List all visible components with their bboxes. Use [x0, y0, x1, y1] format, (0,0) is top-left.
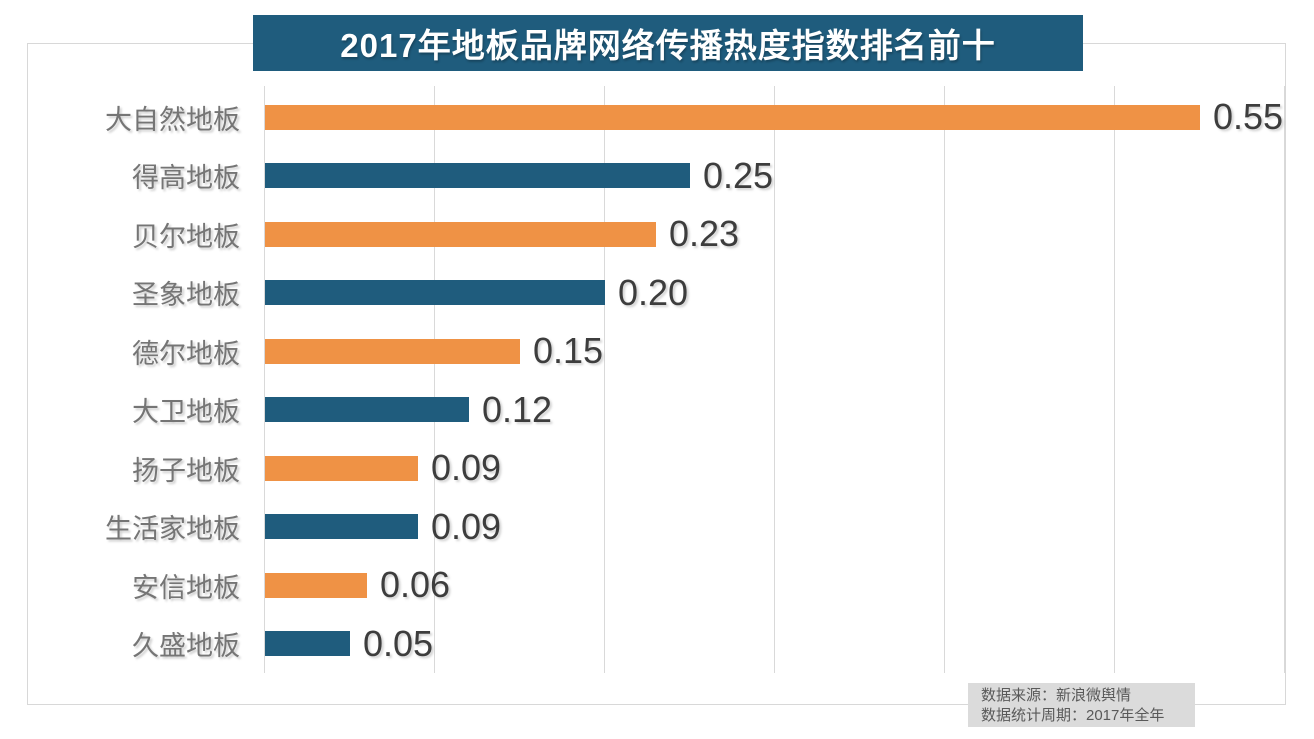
- category-label-6: 扬子地板: [132, 455, 240, 486]
- gridline-x-0.1: [434, 86, 435, 673]
- chart-title: 2017年地板品牌网络传播热度指数排名前十: [253, 15, 1083, 71]
- bar-2: [265, 222, 656, 247]
- gridline-x-0.0: [264, 86, 265, 673]
- value-label-5: 0.12: [482, 388, 553, 430]
- value-label-6: 0.09: [431, 447, 502, 489]
- value-label-8: 0.06: [380, 564, 451, 606]
- bar-0: [265, 105, 1200, 130]
- gridline-x-0.3: [774, 86, 775, 673]
- category-label-7: 生活家地板: [105, 514, 240, 545]
- category-label-9: 久盛地板: [132, 631, 240, 662]
- bar-1: [265, 163, 690, 188]
- source-note: 数据来源：新浪微舆情 数据统计周期：2017年全年: [968, 683, 1195, 727]
- bar-4: [265, 339, 520, 364]
- category-label-2: 贝尔地板: [132, 221, 240, 252]
- chart-frame: [27, 43, 1286, 705]
- category-label-5: 大卫地板: [132, 397, 240, 428]
- bar-5: [265, 397, 469, 422]
- value-label-7: 0.09: [431, 505, 502, 547]
- category-label-1: 得高地板: [132, 163, 240, 194]
- value-label-3: 0.20: [618, 271, 689, 313]
- gridline-x-0.2: [604, 86, 605, 673]
- category-label-3: 圣象地板: [132, 280, 240, 311]
- bar-9: [265, 631, 350, 656]
- bar-8: [265, 573, 367, 598]
- value-label-0: 0.55: [1213, 96, 1284, 138]
- category-label-8: 安信地板: [132, 572, 240, 603]
- value-label-2: 0.23: [669, 213, 740, 255]
- source-note-line2: 数据统计周期：2017年全年: [981, 707, 1165, 724]
- value-label-1: 0.25: [703, 154, 774, 196]
- category-label-4: 德尔地板: [132, 338, 240, 369]
- gridline-x-0.6: [1284, 86, 1285, 673]
- gridline-x-0.4: [944, 86, 945, 673]
- bar-3: [265, 280, 605, 305]
- source-note-line1: 数据来源：新浪微舆情: [981, 687, 1132, 704]
- gridline-x-0.5: [1114, 86, 1115, 673]
- bar-7: [265, 514, 418, 539]
- value-label-4: 0.15: [533, 330, 604, 372]
- bar-6: [265, 456, 418, 481]
- category-label-0: 大自然地板: [105, 104, 240, 135]
- value-label-9: 0.05: [363, 622, 434, 664]
